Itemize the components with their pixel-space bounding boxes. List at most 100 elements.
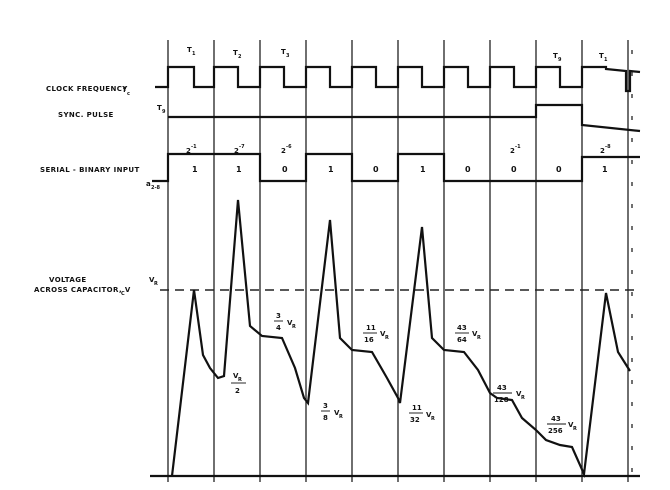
svg-text:43: 43 <box>457 324 467 332</box>
sync-pulse-label: SYNC. PULSE <box>58 111 114 119</box>
voltage-fraction: 11 32 V R <box>409 404 435 424</box>
sync-symbol: T <box>157 104 162 112</box>
capacitor-voltage-waveform <box>170 199 631 479</box>
svg-text:-6: -6 <box>286 144 292 150</box>
svg-text:43: 43 <box>497 384 507 392</box>
bit-value: 0 <box>465 165 471 174</box>
svg-text:R: R <box>292 324 296 330</box>
svg-text:V: V <box>426 411 432 419</box>
svg-text:3: 3 <box>323 402 328 410</box>
voltage-fraction: 3 8 V R <box>321 402 343 422</box>
voltage-label-line2: ACROSS CAPACITOR, V <box>34 286 131 294</box>
svg-text:R: R <box>521 395 525 401</box>
svg-text:R: R <box>573 426 577 432</box>
voltage-fraction: 3 4 V R <box>274 312 296 332</box>
bit-weight: 2 -7 <box>234 144 245 155</box>
svg-text:V: V <box>380 330 386 338</box>
bit-value: 0 <box>556 165 562 174</box>
bit-weight: 2 -8 <box>600 144 611 155</box>
bit-weight: 2 -1 <box>186 144 197 155</box>
svg-text:2: 2 <box>510 147 515 155</box>
bit-value: 0 <box>373 165 379 174</box>
serial-binary-waveform <box>152 152 640 183</box>
voltage-fraction: 43 256 V R <box>547 415 577 435</box>
clock-symbol: f <box>123 86 127 94</box>
clock-frequency-label: CLOCK FREQUENCY <box>46 85 128 93</box>
svg-text:1: 1 <box>604 57 608 63</box>
svg-text:2: 2 <box>600 147 605 155</box>
svg-text:9: 9 <box>558 57 562 63</box>
svg-text:T: T <box>599 52 604 60</box>
svg-text:V: V <box>472 330 478 338</box>
svg-text:16: 16 <box>364 336 374 344</box>
svg-text:T: T <box>187 46 192 54</box>
svg-text:-8: -8 <box>605 144 611 150</box>
voltage-label-sub: C <box>121 291 125 297</box>
svg-text:T: T <box>553 52 558 60</box>
bit-weight: 2 -1 <box>510 144 521 155</box>
svg-text:V: V <box>516 390 522 398</box>
serial-symbol-sub: 2-8 <box>151 185 161 191</box>
svg-text:V: V <box>287 319 293 327</box>
bit-value: 1 <box>602 165 608 174</box>
svg-text:2: 2 <box>238 54 242 60</box>
bit-value: 1 <box>236 165 242 174</box>
voltage-fraction: V R 2 <box>231 372 246 395</box>
svg-text:R: R <box>238 377 242 383</box>
svg-text:V: V <box>334 409 340 417</box>
signal-labels: CLOCK FREQUENCY f c SYNC. PULSE T 9 SERI… <box>34 85 166 297</box>
serial-symbol: a <box>146 180 151 188</box>
svg-text:T: T <box>233 49 238 57</box>
svg-text:-1: -1 <box>515 144 521 150</box>
voltage-fraction: 11 16 V R <box>363 324 389 344</box>
svg-text:4: 4 <box>276 324 281 332</box>
svg-text:256: 256 <box>548 427 563 435</box>
sync-symbol-sub: 9 <box>162 109 166 115</box>
svg-text:3: 3 <box>276 312 281 320</box>
bit-value: 1 <box>420 165 426 174</box>
svg-text:2: 2 <box>234 147 239 155</box>
svg-text:8: 8 <box>323 414 328 422</box>
clock-symbol-sub: c <box>127 91 130 97</box>
bit-weight-labels: 2 -1 2 -7 2 -6 2 -1 2 -8 <box>186 144 611 155</box>
voltage-fraction: 43 64 V R <box>455 324 481 344</box>
svg-text:2: 2 <box>281 147 286 155</box>
voltage-fraction: 43 128 V R <box>493 384 525 404</box>
svg-text:R: R <box>385 335 389 341</box>
svg-text:R: R <box>477 335 481 341</box>
bit-value: 1 <box>192 165 198 174</box>
bit-value: 1 <box>328 165 334 174</box>
vr-reference-label: V <box>149 276 155 284</box>
svg-text:T: T <box>281 48 286 56</box>
svg-text:32: 32 <box>410 416 420 424</box>
serial-binary-input-label: SERIAL - BINARY INPUT <box>40 166 140 174</box>
svg-text:V: V <box>568 421 574 429</box>
bit-value: 0 <box>282 165 288 174</box>
vr-reference-sub: R <box>154 281 158 287</box>
voltage-fraction-labels: V R 2 3 4 V R 3 8 V R 11 16 V R <box>231 312 577 435</box>
sync-pulse-waveform <box>168 103 641 133</box>
svg-text:11: 11 <box>366 324 376 332</box>
voltage-label-line1: VOLTAGE <box>49 276 87 284</box>
svg-text:11: 11 <box>412 404 422 412</box>
bit-weight: 2 -6 <box>281 144 292 155</box>
svg-text:R: R <box>339 414 343 420</box>
svg-text:128: 128 <box>494 396 509 404</box>
svg-text:-7: -7 <box>239 144 245 150</box>
svg-text:V: V <box>233 372 239 380</box>
svg-text:-1: -1 <box>191 144 197 150</box>
svg-text:3: 3 <box>286 53 290 59</box>
clock-period-gridlines <box>167 40 633 482</box>
serial-bit-values: 1 1 0 1 0 1 0 0 0 1 <box>192 165 608 174</box>
svg-text:64: 64 <box>457 336 467 344</box>
clock-waveform <box>155 65 641 93</box>
svg-text:R: R <box>431 416 435 422</box>
